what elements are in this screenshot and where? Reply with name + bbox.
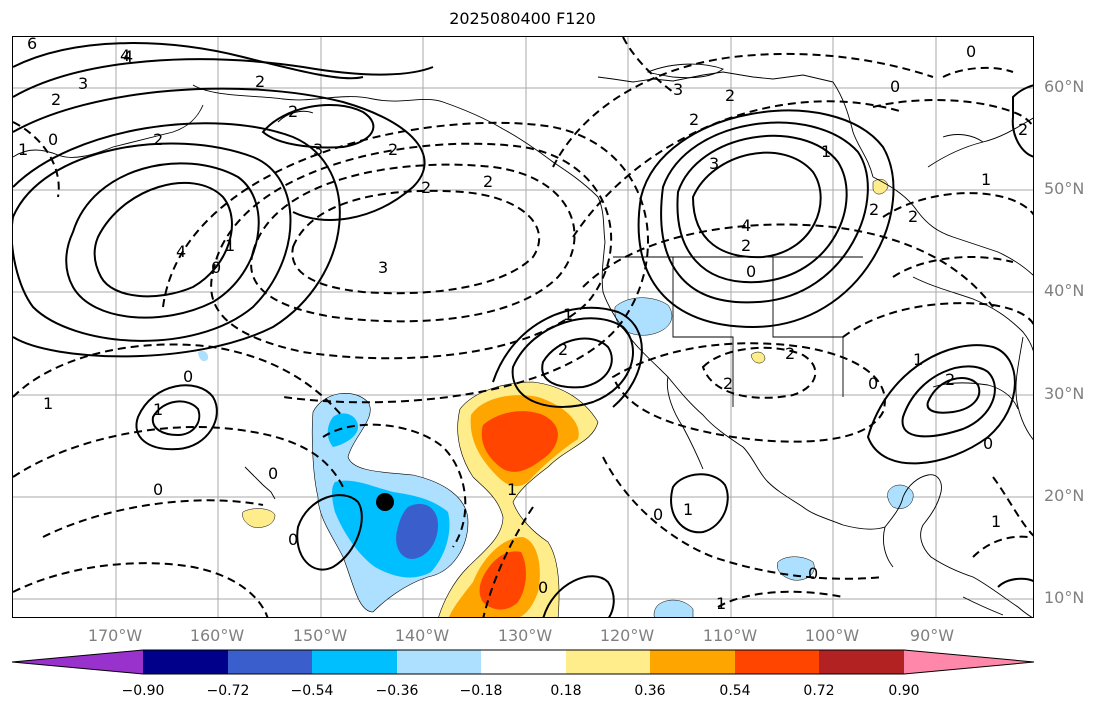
colorbar-cell — [735, 650, 819, 674]
contour-label: 2 — [945, 370, 955, 389]
contour-label: 2 — [908, 207, 918, 226]
colorbar — [12, 649, 1035, 675]
lon-label-150w: 150°W — [292, 626, 348, 645]
contour-label: 3 — [378, 258, 388, 277]
contour-label: 1 — [913, 350, 923, 369]
contour-label: 2 — [288, 102, 298, 121]
lat-label-40n: 40°N — [1044, 281, 1085, 300]
colorbar-cell — [566, 650, 650, 674]
negative-contours — [13, 37, 1033, 617]
colorbar-tick-label: −0.36 — [375, 683, 419, 699]
storm-center-marker — [376, 493, 394, 511]
contour-label: 3 — [78, 74, 88, 93]
colorbar-cell — [312, 650, 397, 674]
contour-label: 2 — [785, 344, 795, 363]
colorbar-tick-label: 0.90 — [888, 683, 920, 699]
shaded-anomaly-fields — [198, 179, 914, 617]
lat-label-60n: 60°N — [1044, 77, 1085, 96]
lon-label-170w: 170°W — [87, 626, 143, 645]
colorbar-cell — [143, 650, 228, 674]
colorbar-cell — [904, 650, 1034, 674]
contour-label: 0 — [890, 77, 900, 96]
map-panel: 6 4 3 2 2 2 4 2 3 3 1 2 0 0 1 2 2 4 3 2 … — [12, 36, 1034, 618]
contour-label-group: 6 4 3 2 2 2 4 2 3 3 1 2 0 0 1 2 2 4 3 2 … — [18, 37, 1028, 613]
contour-label: 3 — [709, 154, 719, 173]
map-title: 2025080400 F120 — [449, 9, 596, 28]
contour-label: 3 — [673, 80, 683, 99]
contour-label: 1 — [507, 480, 517, 499]
contour-label: 2 — [869, 200, 879, 219]
lon-label-140w: 140°W — [394, 626, 450, 645]
colorbar-tick-label: 0.54 — [719, 683, 751, 699]
lat-label-30n: 30°N — [1044, 384, 1085, 403]
contour-label: 1 — [18, 140, 28, 159]
contour-label: 1 — [153, 400, 163, 419]
colorbar-cell — [397, 650, 481, 674]
contour-label: 2 — [483, 172, 493, 191]
positive-contours — [13, 42, 1033, 617]
colorbar-cell — [650, 650, 735, 674]
contour-label: 0 — [288, 530, 298, 549]
colorbar-tick-label: −0.54 — [290, 683, 334, 699]
contour-label: 0 — [653, 505, 663, 524]
colorbar-cell — [819, 650, 904, 674]
colorbar-cell — [481, 650, 566, 674]
contour-label: 0 — [746, 262, 756, 281]
lat-label-20n: 20°N — [1044, 486, 1085, 505]
contour-label: 0 — [538, 578, 548, 597]
contour-label: 6 — [27, 37, 37, 53]
contour-label: 2 — [723, 374, 733, 393]
contour-label: 1 — [981, 170, 991, 189]
contour-label: 2 — [725, 86, 735, 105]
contour-label: 0 — [868, 374, 878, 393]
colorbar-tick-label: 0.36 — [634, 683, 666, 699]
contour-label: 0 — [183, 367, 193, 386]
lon-label-90w: 90°W — [909, 626, 955, 645]
contour-label: 2 — [153, 130, 163, 149]
colorbar-cell — [12, 650, 143, 674]
contour-label: 1 — [821, 142, 831, 161]
lon-label-120w: 120°W — [599, 626, 655, 645]
colorbar-tick-label: −0.18 — [459, 683, 503, 699]
contour-label: 0 — [966, 42, 976, 61]
contour-label: 0 — [268, 464, 278, 483]
lon-label-110w: 110°W — [702, 626, 758, 645]
colorbar-outline — [12, 649, 1035, 675]
contour-label: 4 — [123, 47, 133, 66]
contour-label: 4 — [176, 242, 186, 261]
contour-label: 0 — [48, 130, 58, 149]
colorbar-tick-label: −0.72 — [206, 683, 250, 699]
colorbar-cell — [228, 650, 312, 674]
lon-label-130w: 130°W — [497, 626, 553, 645]
contour-label: 1 — [225, 236, 235, 255]
contour-label: 0 — [211, 258, 221, 277]
contour-label: 1 — [991, 512, 1001, 531]
contour-label: 0 — [983, 434, 993, 453]
contour-label: 4 — [120, 46, 130, 65]
colorbar-tick-label: 0.72 — [803, 683, 835, 699]
contour-label: 2 — [421, 178, 431, 197]
lon-label-100w: 100°W — [804, 626, 860, 645]
map-canvas: 6 4 3 2 2 2 4 2 3 3 1 2 0 0 1 2 2 4 3 2 … — [13, 37, 1033, 617]
contour-label: 3 — [313, 140, 323, 159]
contour-label: 1 — [683, 500, 693, 519]
contour-label: 2 — [255, 72, 265, 91]
contour-label: 2 — [51, 90, 61, 109]
contour-label: 1 — [563, 305, 573, 324]
contour-label: 2 — [388, 140, 398, 159]
contour-label: 2 — [741, 236, 751, 255]
lat-label-50n: 50°N — [1044, 179, 1085, 198]
contour-label: 2 — [558, 340, 568, 359]
contour-label: 4 — [741, 216, 751, 235]
lat-label-10n: 10°N — [1044, 588, 1085, 607]
contour-label: 0 — [153, 480, 163, 499]
lon-label-160w: 160°W — [189, 626, 245, 645]
contour-label: 1 — [716, 594, 726, 613]
contour-label: 1 — [43, 394, 53, 413]
contour-label: 2 — [689, 110, 699, 129]
colorbar-tick-label: 0.18 — [550, 683, 582, 699]
contour-label: 2 — [1018, 120, 1028, 139]
colorbar-tick-label: −0.90 — [121, 683, 165, 699]
contour-label: 0 — [808, 564, 818, 583]
